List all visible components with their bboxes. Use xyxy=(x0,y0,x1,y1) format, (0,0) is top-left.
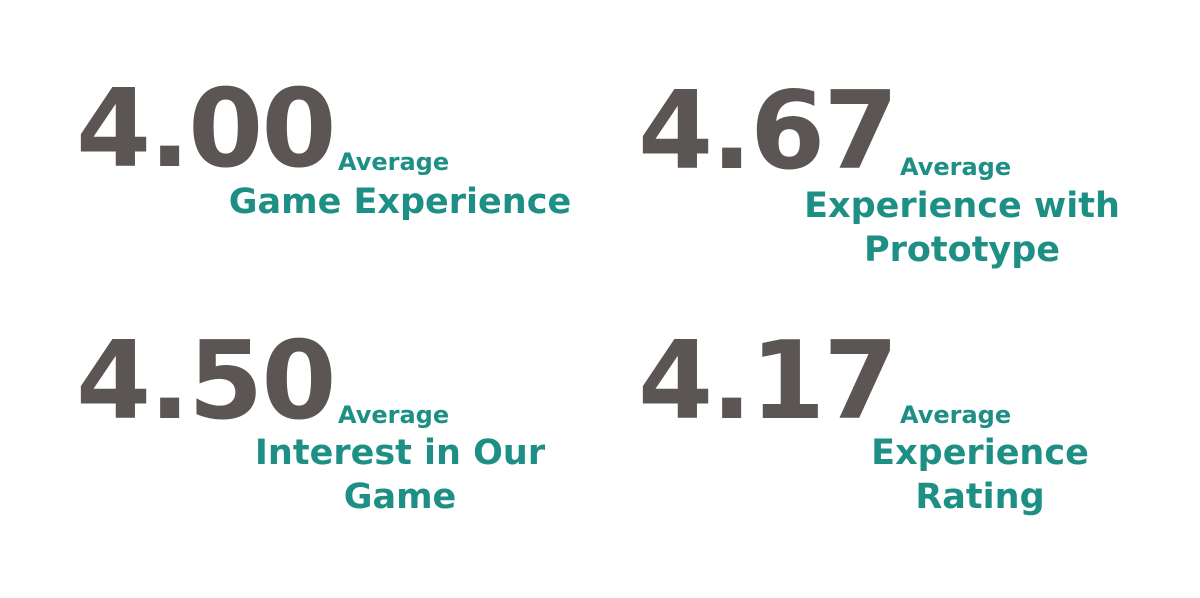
stat-label: Interest in Our Game xyxy=(215,431,585,519)
stat-label-line: Rating xyxy=(915,477,1045,517)
stat-value: 4.00 xyxy=(76,67,336,192)
stat-label-line: Prototype xyxy=(863,230,1061,270)
stat-label-line: Game xyxy=(343,477,457,517)
stat-value: 4.67 xyxy=(638,69,898,194)
stat-label-line: Experience with xyxy=(804,186,1120,226)
stat-label-line: Interest in Our xyxy=(254,433,546,473)
stat-label-line: Experience xyxy=(871,433,1089,473)
stat-caption: Average xyxy=(338,401,450,429)
stat-label: Experience with Prototype xyxy=(770,184,1154,272)
stat-label: Experience Rating xyxy=(805,431,1155,519)
stat-caption: Average xyxy=(338,148,450,176)
stat-label-line: Game Experience xyxy=(228,182,572,222)
stat-value: 4.50 xyxy=(76,319,336,444)
stat-value: 4.17 xyxy=(638,319,898,444)
stat-label: Game Experience xyxy=(205,180,595,224)
stat-caption: Average xyxy=(900,401,1012,429)
stat-caption: Average xyxy=(900,153,1012,181)
